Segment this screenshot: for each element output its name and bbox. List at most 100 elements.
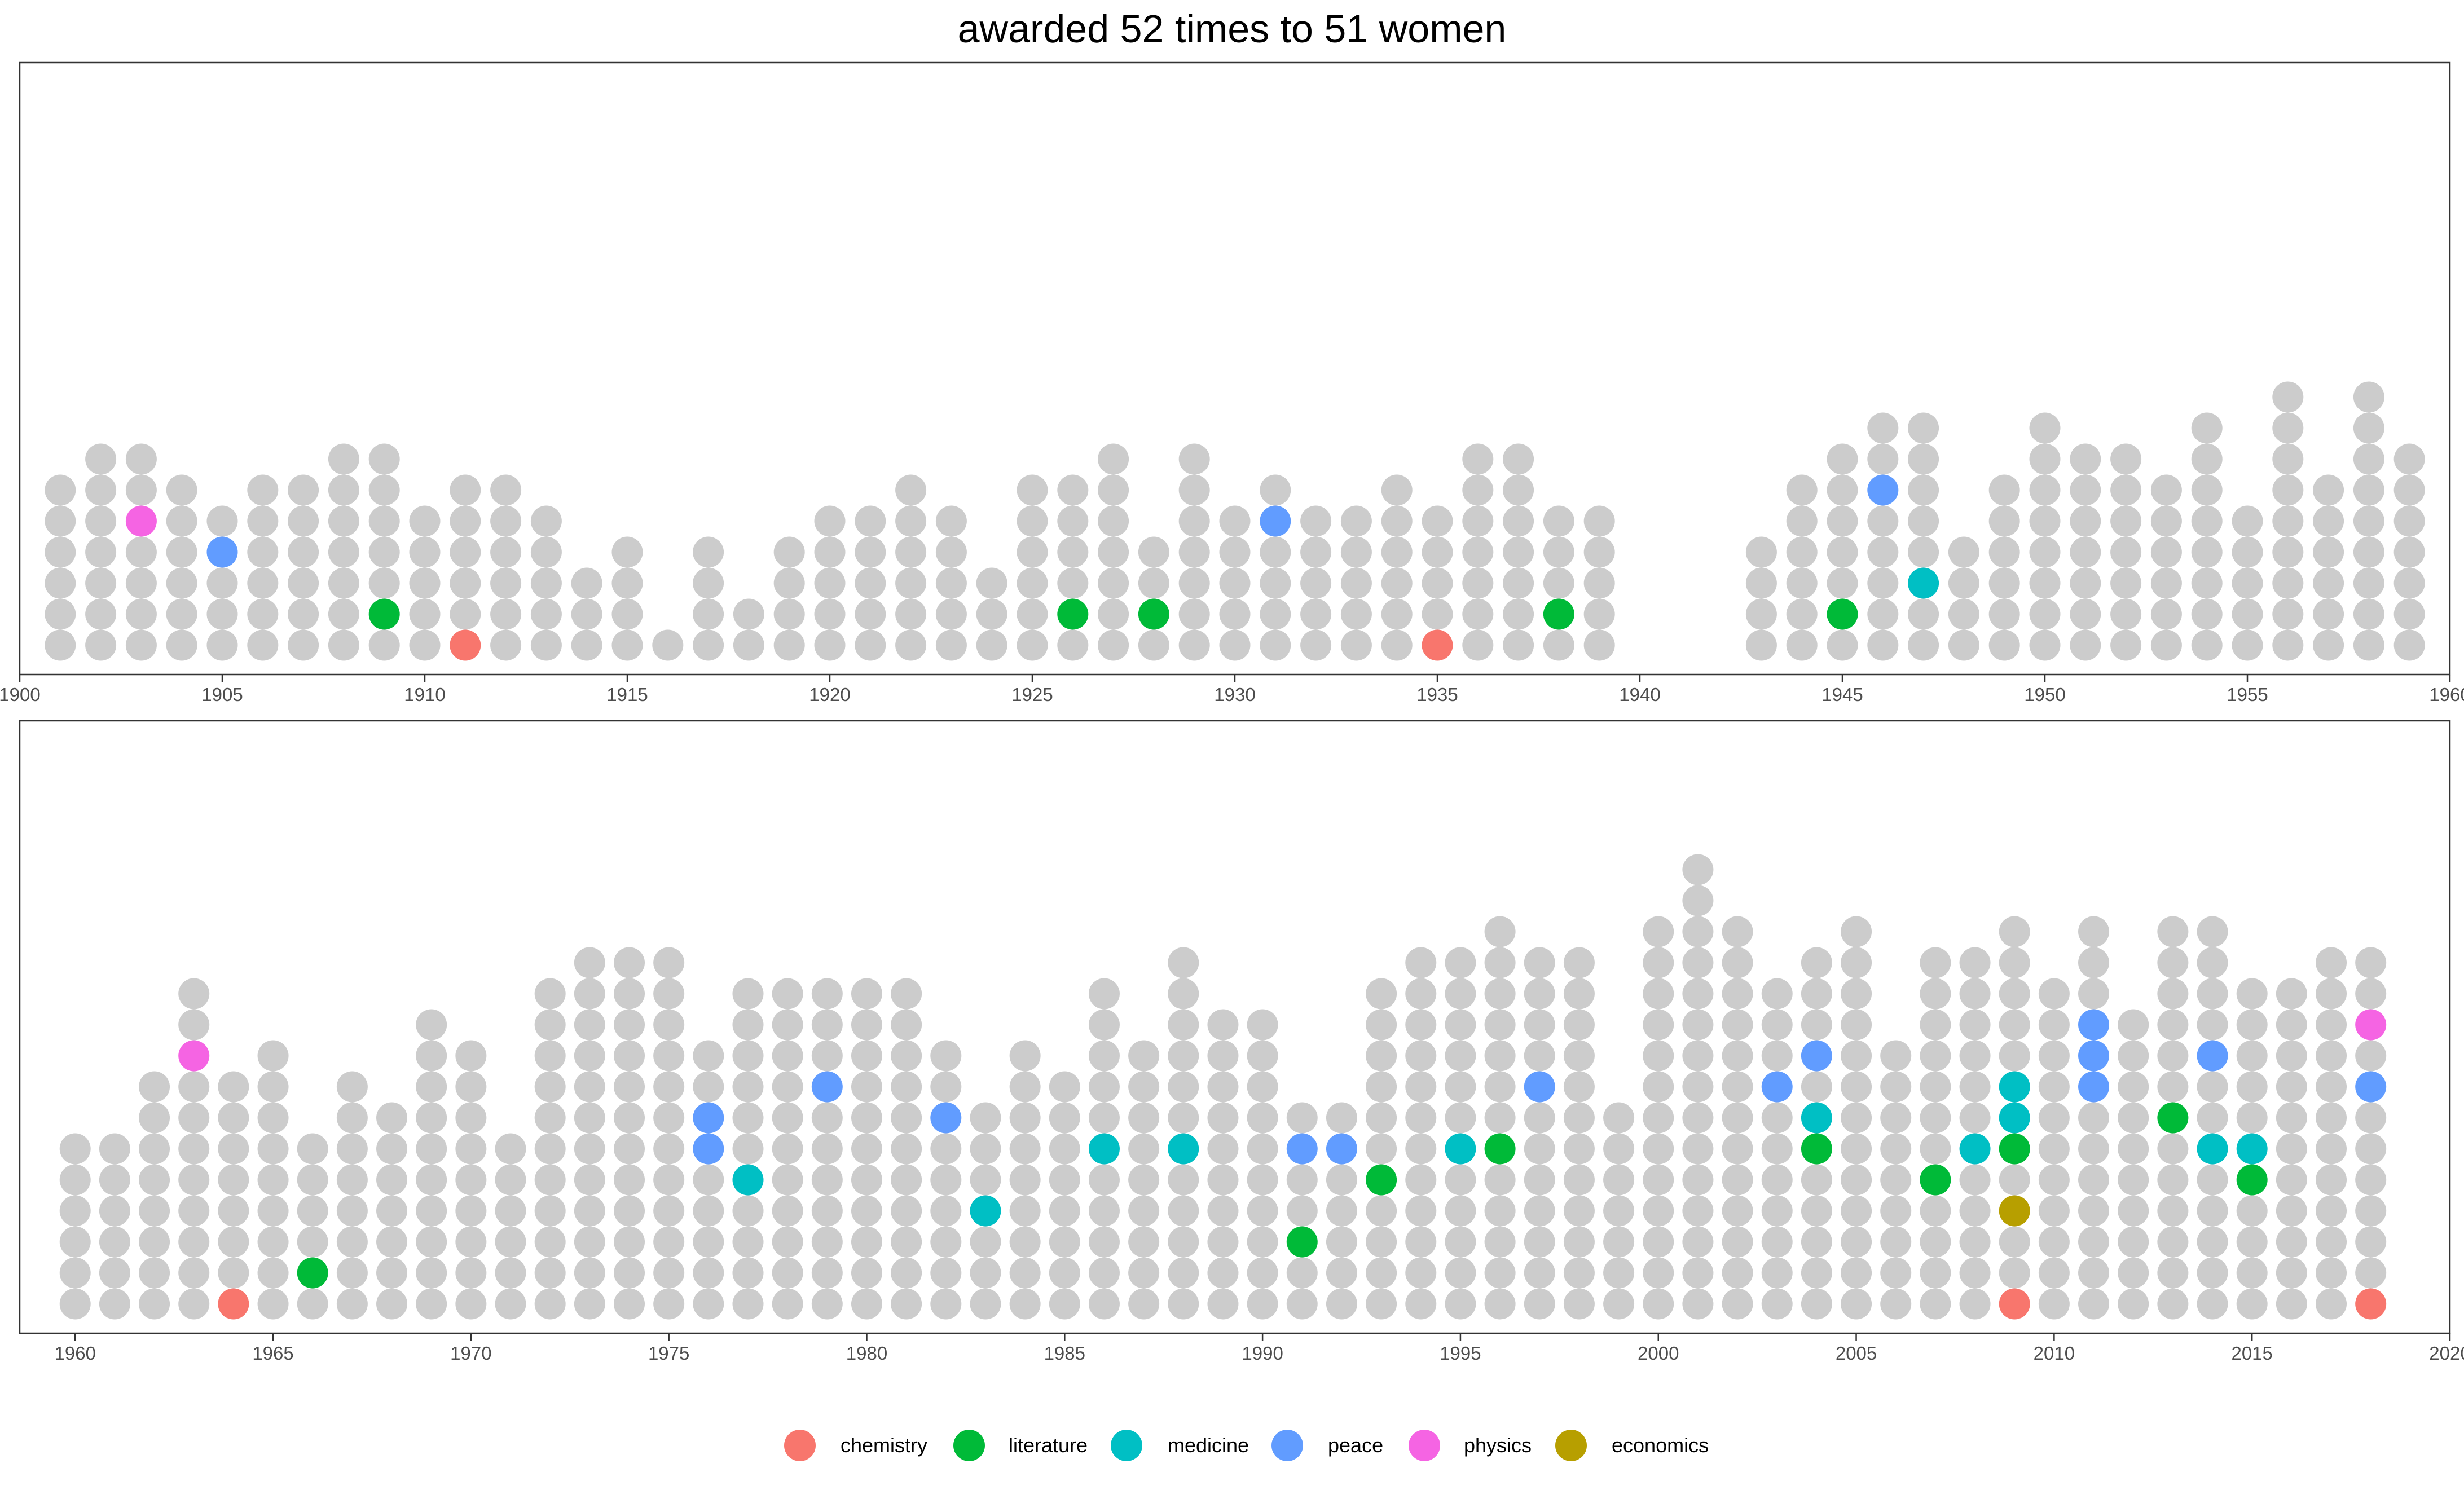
dot-medicine-2015	[2236, 1133, 2268, 1165]
dot-1955	[2232, 629, 2263, 661]
dot-1964	[218, 1195, 249, 1227]
dot-1945	[1827, 474, 1858, 506]
dot-2010	[2038, 1071, 2070, 1103]
dot-1950	[2029, 443, 2061, 475]
dot-1978	[772, 1164, 803, 1196]
legend-label: literature	[1009, 1434, 1088, 1457]
dot-1996	[1484, 947, 1516, 978]
dot-1908	[328, 474, 359, 506]
dot-1988	[1168, 1071, 1199, 1103]
dot-peace-2011	[2078, 1071, 2110, 1103]
dot-2009	[1999, 1040, 2030, 1072]
dot-1991	[1286, 1164, 1318, 1196]
dot-1965	[257, 1040, 289, 1072]
dot-1986	[1088, 1226, 1120, 1258]
dot-1920	[814, 629, 846, 661]
dot-1928	[1138, 629, 1169, 661]
legend-swatch	[1111, 1430, 1142, 1461]
dot-2016	[2276, 978, 2307, 1010]
dot-1964	[218, 1133, 249, 1165]
dot-2010	[2038, 1164, 2070, 1196]
dot-1939	[1583, 598, 1615, 630]
dot-1982	[930, 1195, 962, 1227]
x-axis: 1900 1905 1910 1915 1920 1925 1930 1935 1940 1945…	[0, 675, 2464, 705]
dot-1958	[2353, 443, 2384, 475]
x-tick-label: 1935	[1416, 684, 1458, 705]
dot-1995	[1445, 1102, 1476, 1134]
dot-1935	[1422, 598, 1453, 630]
dot-2018	[2355, 1133, 2387, 1165]
dot-1997	[1524, 1195, 1555, 1227]
dot-1947	[1908, 474, 1939, 506]
dot-2010	[2038, 1195, 2070, 1227]
dot-1980	[851, 1009, 882, 1041]
dot-1995	[1445, 947, 1476, 978]
dot-1919	[773, 629, 805, 661]
dot-1935	[1422, 505, 1453, 537]
dot-medicine-1983	[970, 1195, 1001, 1227]
dot-1980	[851, 1071, 882, 1103]
panels-layer: 1900 1905 1910 1915 1920 1925 1930 1935 1940 1945…	[0, 61, 2464, 1364]
dot-2018	[2355, 1040, 2387, 1072]
dot-1904	[166, 536, 197, 568]
dot-1948	[1948, 629, 1979, 661]
dot-2008	[1959, 1195, 1991, 1227]
dot-2001	[1682, 1164, 1714, 1196]
dot-physics-1963	[178, 1040, 210, 1072]
dot-1906	[247, 505, 279, 537]
dot-1938	[1543, 505, 1574, 537]
dot-1961	[99, 1288, 130, 1320]
dot-1987	[1128, 1071, 1160, 1103]
dot-1957	[2313, 505, 2344, 537]
dot-literature-1928	[1138, 598, 1169, 630]
dot-literature-2007	[1920, 1164, 1951, 1196]
dot-2004	[1801, 1164, 1832, 1196]
dot-peace-1946	[1867, 474, 1899, 506]
dot-medicine-2004	[1801, 1102, 1832, 1134]
dot-1975	[653, 1164, 685, 1196]
dot-1934	[1381, 505, 1413, 537]
dot-1945	[1827, 629, 1858, 661]
dot-1994	[1405, 1040, 1437, 1072]
dot-1949	[1988, 598, 2020, 630]
dot-1963	[178, 1102, 210, 1134]
dot-1958	[2353, 381, 2384, 413]
dot-1976	[693, 1288, 724, 1320]
dot-1977	[732, 1257, 764, 1289]
dot-medicine-2008	[1959, 1133, 1991, 1165]
dot-1981	[891, 1133, 922, 1165]
dot-1938	[1543, 567, 1574, 599]
dot-1927	[1098, 474, 1129, 506]
dot-1950	[2029, 598, 2061, 630]
dot-1998	[1563, 1071, 1595, 1103]
dot-1984	[1009, 1257, 1041, 1289]
dot-1906	[247, 629, 279, 661]
dot-peace-2014	[2197, 1040, 2228, 1072]
dot-1990	[1247, 1195, 1278, 1227]
dot-1988	[1168, 1164, 1199, 1196]
dot-1913	[530, 629, 562, 661]
dot-1985	[1049, 1288, 1080, 1320]
dot-1927	[1098, 536, 1129, 568]
dot-1962	[139, 1257, 170, 1289]
dot-1958	[2353, 567, 2384, 599]
dot-1964	[218, 1257, 249, 1289]
dot-2016	[2276, 1257, 2307, 1289]
dot-2015	[2236, 1071, 2268, 1103]
dot-2016	[2276, 1009, 2307, 1041]
dot-1956	[2272, 598, 2304, 630]
dot-1930	[1219, 505, 1251, 537]
dot-2004	[1801, 1195, 1832, 1227]
dot-1986	[1088, 1195, 1120, 1227]
dot-1998	[1563, 947, 1595, 978]
dot-2015	[2236, 978, 2268, 1010]
dot-1989	[1207, 1288, 1239, 1320]
dot-1995	[1445, 1195, 1476, 1227]
dot-1921	[855, 629, 886, 661]
dot-1911	[450, 598, 481, 630]
dot-literature-1909	[368, 598, 400, 630]
dot-1903	[125, 474, 157, 506]
dot-1980	[851, 1164, 882, 1196]
dot-1959	[2393, 598, 2425, 630]
dot-2013	[2157, 1226, 2189, 1258]
